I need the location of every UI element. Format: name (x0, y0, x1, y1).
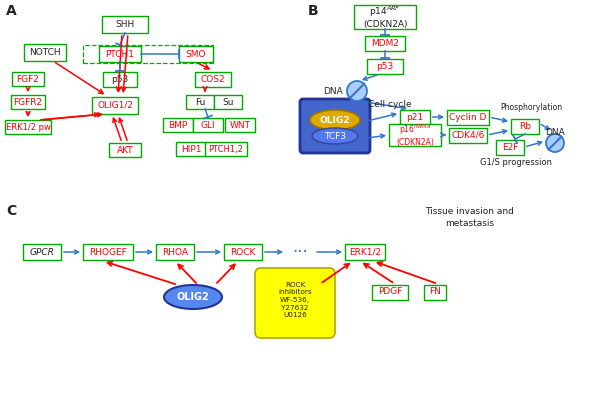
FancyBboxPatch shape (224, 244, 262, 260)
Text: p53: p53 (376, 61, 394, 70)
FancyBboxPatch shape (92, 96, 138, 113)
Text: C: C (6, 204, 16, 218)
FancyBboxPatch shape (109, 143, 141, 157)
Text: GPCR: GPCR (29, 248, 55, 256)
Text: Su: Su (222, 98, 234, 106)
FancyBboxPatch shape (103, 71, 137, 86)
Text: HIP1: HIP1 (181, 145, 201, 153)
FancyBboxPatch shape (367, 58, 403, 73)
Text: SMO: SMO (186, 50, 206, 58)
Text: Phosphorylation: Phosphorylation (500, 103, 562, 111)
Text: Cell cycle: Cell cycle (368, 100, 412, 108)
Text: DNA: DNA (323, 86, 343, 95)
Text: Fu: Fu (195, 98, 205, 106)
FancyBboxPatch shape (193, 118, 223, 132)
FancyBboxPatch shape (205, 142, 247, 156)
Text: DNA: DNA (545, 128, 565, 136)
FancyBboxPatch shape (496, 140, 524, 155)
Text: WNT: WNT (229, 121, 251, 130)
Text: CDK4/6: CDK4/6 (451, 131, 485, 140)
FancyBboxPatch shape (156, 244, 194, 260)
Ellipse shape (310, 110, 360, 130)
FancyBboxPatch shape (102, 15, 148, 33)
FancyBboxPatch shape (447, 110, 489, 125)
FancyBboxPatch shape (176, 142, 206, 156)
Circle shape (347, 81, 367, 101)
Text: Cyclin D: Cyclin D (449, 113, 487, 121)
Text: FGF2: FGF2 (17, 75, 40, 83)
Text: PTCH1: PTCH1 (106, 50, 134, 58)
FancyBboxPatch shape (99, 46, 141, 62)
Ellipse shape (164, 285, 222, 309)
Text: GLI: GLI (200, 121, 215, 130)
Text: p16$^{INK4a}$
(CDKN2A): p16$^{INK4a}$ (CDKN2A) (396, 123, 434, 147)
Text: OLIG2: OLIG2 (176, 292, 209, 302)
FancyBboxPatch shape (424, 284, 446, 299)
Text: SHH: SHH (115, 20, 134, 28)
FancyBboxPatch shape (225, 118, 255, 132)
Text: G1/S progression: G1/S progression (480, 158, 552, 166)
Text: ···: ··· (292, 243, 308, 261)
Text: PTCH1,2: PTCH1,2 (209, 145, 244, 153)
FancyBboxPatch shape (300, 99, 370, 153)
FancyBboxPatch shape (195, 71, 231, 86)
FancyBboxPatch shape (255, 268, 335, 338)
FancyBboxPatch shape (83, 244, 133, 260)
Text: PDGF: PDGF (378, 287, 402, 296)
Text: MDM2: MDM2 (371, 38, 399, 48)
Text: RHOA: RHOA (162, 248, 188, 256)
Text: TCF3: TCF3 (324, 131, 346, 141)
FancyBboxPatch shape (449, 128, 487, 143)
FancyBboxPatch shape (214, 95, 242, 109)
Text: p53: p53 (112, 75, 128, 83)
FancyBboxPatch shape (354, 5, 416, 29)
Text: RHOGEF: RHOGEF (89, 248, 127, 256)
FancyBboxPatch shape (400, 110, 430, 125)
FancyBboxPatch shape (389, 124, 441, 146)
FancyBboxPatch shape (186, 95, 214, 109)
Text: Rb: Rb (519, 121, 531, 131)
Ellipse shape (312, 128, 358, 144)
FancyBboxPatch shape (23, 244, 61, 260)
Text: ROCK
inhibitors
WF-536,
Y27632
U0126: ROCK inhibitors WF-536, Y27632 U0126 (278, 282, 312, 318)
Text: NOTCH: NOTCH (29, 48, 61, 56)
Text: AKT: AKT (116, 146, 133, 155)
Text: COS2: COS2 (200, 75, 226, 83)
Text: OLIG1/2: OLIG1/2 (97, 100, 133, 110)
FancyBboxPatch shape (365, 35, 405, 50)
FancyBboxPatch shape (163, 118, 193, 132)
FancyBboxPatch shape (511, 118, 539, 133)
FancyBboxPatch shape (12, 72, 44, 86)
Text: FGFR2: FGFR2 (13, 98, 43, 106)
Text: ROCK: ROCK (230, 248, 256, 256)
FancyBboxPatch shape (372, 284, 408, 299)
FancyBboxPatch shape (5, 120, 51, 134)
FancyBboxPatch shape (179, 46, 213, 62)
Text: FN: FN (429, 287, 441, 296)
Text: OLIG2: OLIG2 (320, 116, 350, 125)
FancyBboxPatch shape (345, 244, 385, 260)
Text: BMP: BMP (169, 121, 188, 130)
Text: A: A (6, 4, 17, 18)
Text: p21: p21 (406, 113, 424, 121)
Text: p14$^{ARF}$
(CDKN2A): p14$^{ARF}$ (CDKN2A) (363, 5, 407, 30)
FancyBboxPatch shape (11, 95, 45, 109)
Circle shape (546, 134, 564, 152)
Text: Tissue invasion and
metastasis: Tissue invasion and metastasis (425, 207, 514, 228)
Text: ERK1/2: ERK1/2 (349, 248, 381, 256)
Text: ERK1/2 pw: ERK1/2 pw (5, 123, 50, 131)
FancyBboxPatch shape (24, 43, 66, 60)
Text: E2F: E2F (502, 143, 518, 151)
Text: B: B (308, 4, 319, 18)
